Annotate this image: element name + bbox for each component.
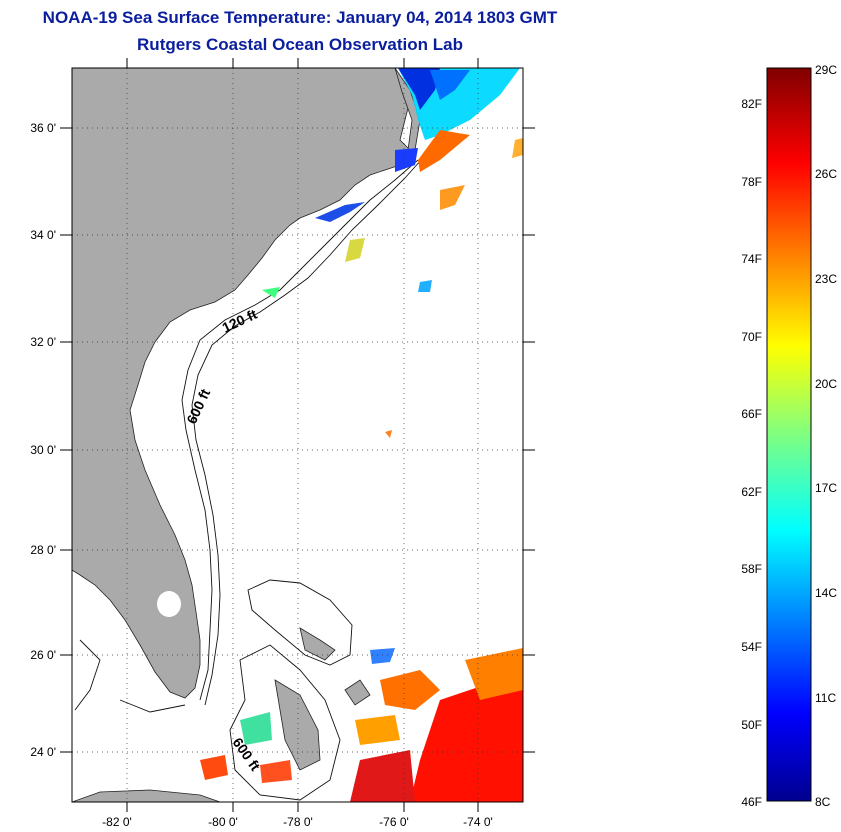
map-title: NOAA-19 Sea Surface Temperature: January… [42, 8, 558, 27]
colorbar-f-label: 82F [741, 97, 762, 111]
island-abaco [299, 627, 336, 661]
colorbar-celsius-labels: 29C 26C 23C 20C 17C 14C 11C 8C [815, 63, 837, 809]
longitude-labels: -82 0' -80 0' -78 0' -76 0' -74 0' [102, 815, 493, 829]
colorbar-f-label: 62F [741, 485, 762, 499]
lat-label: 26 0' [30, 648, 56, 662]
colorbar-c-label: 23C [815, 272, 837, 286]
colorbar-c-label: 26C [815, 167, 837, 181]
lat-label: 36 0' [30, 121, 56, 135]
contour-bahamas-south [229, 644, 341, 801]
lon-label: -82 0' [102, 815, 132, 829]
colorbar-c-label: 29C [815, 63, 837, 77]
lon-label: -74 0' [463, 815, 493, 829]
contour-bahamas [247, 579, 353, 666]
colorbar-c-label: 14C [815, 586, 837, 600]
island-eleuthera [344, 679, 371, 706]
contour-florida-keys [74, 639, 186, 713]
lake-okeechobee [157, 591, 181, 617]
colorbar-f-label: 50F [741, 718, 762, 732]
lon-label: -78 0' [283, 815, 313, 829]
latitude-labels: 36 0' 34 0' 32 0' 30 0' 28 0' 26 0' 24 0… [30, 121, 56, 759]
colorbar-f-label: 70F [741, 330, 762, 344]
colorbar-f-label: 74F [741, 252, 762, 266]
cuba-coast [72, 789, 221, 802]
colorbar-c-label: 17C [815, 481, 837, 495]
island-andros [274, 679, 321, 771]
colorbar-c-label: 8C [815, 795, 831, 809]
contour-120ft [181, 159, 419, 701]
sst-data-layer [200, 68, 523, 802]
lat-label: 28 0' [30, 543, 56, 557]
lat-label: 24 0' [30, 745, 56, 759]
lat-label: 32 0' [30, 335, 56, 349]
lon-label: -80 0' [208, 815, 238, 829]
colorbar [766, 67, 812, 802]
axis-ticks [60, 58, 535, 812]
map-subtitle: Rutgers Coastal Ocean Observation Lab [137, 35, 463, 54]
colorbar-c-label: 11C [815, 691, 836, 705]
colorbar-f-label: 54F [741, 640, 762, 654]
grid-lines [72, 68, 523, 802]
lon-label: -76 0' [379, 815, 409, 829]
lat-label: 34 0' [30, 228, 56, 242]
colorbar-fahrenheit-labels: 82F 78F 74F 70F 66F 62F 58F 54F 50F 46F [741, 97, 762, 809]
land-mainland [72, 68, 411, 699]
colorbar-c-label: 20C [815, 377, 837, 391]
colorbar-f-label: 46F [741, 795, 762, 809]
lat-label: 30 0' [30, 443, 56, 457]
colorbar-f-label: 78F [741, 175, 762, 189]
colorbar-f-label: 66F [741, 407, 762, 421]
colorbar-f-label: 58F [741, 562, 762, 576]
contour-600ft [191, 149, 431, 706]
